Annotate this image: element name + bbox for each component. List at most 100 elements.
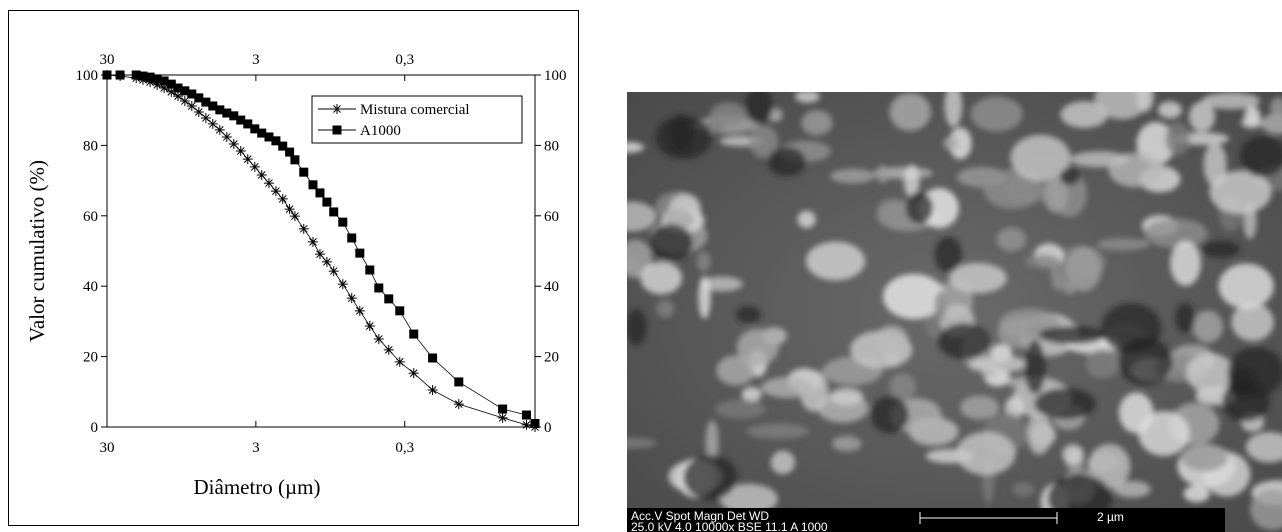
particle: [716, 355, 756, 386]
marker: [428, 353, 438, 363]
y-tick-label: 60: [83, 209, 98, 225]
marker: [329, 207, 339, 217]
particle: [1070, 151, 1129, 168]
shadow: [937, 323, 990, 360]
particle: [1027, 412, 1052, 455]
particle: [1240, 116, 1263, 129]
marker: [289, 211, 300, 222]
particle: [1062, 444, 1084, 465]
y-tick-label: 20: [83, 350, 98, 366]
particle: [746, 423, 810, 439]
x-tick-label: 0,3: [395, 440, 414, 456]
particle: [1065, 246, 1102, 292]
particle: [797, 210, 816, 229]
particle: [696, 251, 711, 272]
marker: [201, 97, 211, 107]
particle: [656, 299, 675, 318]
marker: [338, 217, 348, 227]
legend-label: Mistura comercial: [360, 102, 470, 118]
particle: [1245, 431, 1282, 463]
marker: [229, 111, 239, 121]
marker: [373, 334, 384, 344]
legend-marker: [332, 125, 342, 135]
particle: [1094, 92, 1150, 120]
particle: [903, 164, 920, 198]
marker: [207, 118, 218, 129]
particle: [997, 317, 1043, 349]
marker: [290, 155, 300, 165]
shadow: [1059, 167, 1081, 186]
marker: [138, 71, 148, 81]
particle: [640, 261, 683, 295]
marker: [308, 180, 318, 190]
particle: [943, 136, 959, 150]
particle: [925, 316, 945, 338]
particle: [770, 450, 796, 475]
marker: [264, 132, 274, 142]
particle: [805, 241, 866, 281]
particle: [949, 262, 1007, 294]
chart-frame: [8, 10, 579, 526]
legend-frame: [311, 95, 523, 144]
particle: [875, 325, 909, 356]
marker: [427, 385, 438, 396]
marker: [314, 249, 325, 260]
marker: [173, 83, 183, 93]
shadow: [934, 236, 963, 273]
legend-marker: [332, 104, 342, 114]
particle: [948, 127, 972, 160]
y2-tick-label: 100: [544, 68, 567, 84]
particle: [876, 165, 889, 184]
shadow: [905, 191, 934, 224]
shadow: [1038, 326, 1106, 345]
marker: [236, 115, 246, 125]
particle: [627, 201, 657, 232]
shadow: [1239, 135, 1282, 178]
marker: [208, 101, 218, 111]
particle: [1088, 443, 1131, 489]
marker: [152, 79, 163, 90]
particle: [1218, 263, 1274, 309]
particle: [889, 373, 917, 400]
particle: [1085, 348, 1121, 379]
particle: [996, 227, 1026, 252]
marker: [173, 91, 184, 102]
shadow: [1101, 303, 1162, 354]
particle: [1113, 480, 1151, 498]
marker: [347, 233, 357, 243]
particle: [1143, 218, 1208, 249]
marker: [179, 96, 190, 107]
marker: [186, 100, 197, 111]
marker: [383, 344, 394, 355]
particle: [1209, 170, 1272, 214]
marker: [159, 83, 170, 94]
marker: [408, 368, 419, 379]
particle: [1183, 485, 1210, 503]
shadow: [767, 146, 806, 177]
particle: [1269, 97, 1282, 119]
marker: [145, 77, 156, 88]
particle: [1096, 237, 1146, 252]
y2-tick-label: 20: [544, 350, 559, 366]
marker: [257, 128, 267, 138]
shadow: [1175, 302, 1196, 333]
marker: [522, 410, 532, 420]
particle: [1157, 101, 1182, 119]
shadow: [1222, 381, 1270, 422]
marker: [298, 223, 309, 234]
marker: [521, 419, 532, 430]
particle: [714, 399, 766, 419]
marker: [159, 76, 169, 86]
marker: [307, 236, 318, 247]
marker: [322, 197, 332, 207]
marker: [187, 89, 197, 99]
marker: [243, 119, 253, 129]
marker: [328, 266, 339, 277]
marker: [102, 70, 112, 80]
shadow: [870, 395, 909, 434]
x-top-tick-label: 30: [100, 52, 115, 68]
marker: [346, 293, 357, 304]
x-top-tick-label: 3: [252, 52, 260, 68]
marker: [299, 167, 309, 177]
